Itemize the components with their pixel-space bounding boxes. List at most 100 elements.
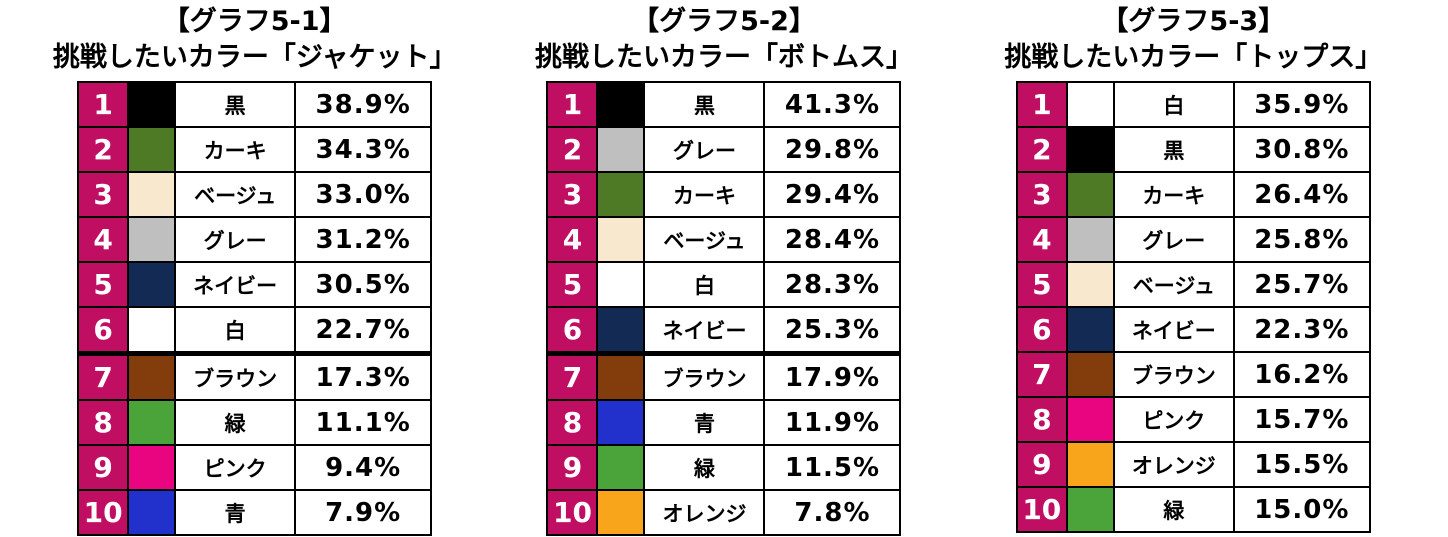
- chart-title-line2: 挑戦したいカラー「ボトムス」: [534, 41, 913, 73]
- percent-cell: 16.2%: [1232, 351, 1371, 399]
- chart-block-tops: 【グラフ5-3】 挑戦したいカラー「トップス」 1 白 35.9% 2 黒 30.8% 3 カー…: [959, 0, 1428, 536]
- color-name-cell: ベージュ: [643, 216, 766, 264]
- rank-cell: 10: [77, 489, 130, 537]
- rank-cell: 4: [77, 216, 130, 264]
- percent-cell: 7.9%: [294, 489, 433, 537]
- rank-cell: 1: [77, 81, 130, 129]
- percent-cell: 11.5%: [763, 444, 902, 492]
- chart-title-jacket: 【グラフ5-1】 挑戦したいカラー「ジャケット」: [53, 4, 457, 75]
- percent-cell: 17.3%: [294, 351, 433, 402]
- color-swatch-blue: [596, 399, 646, 447]
- color-name-cell: 白: [643, 261, 766, 309]
- chart-block-jacket: 【グラフ5-1】 挑戦したいカラー「ジャケット」 1 黒 38.9% 2 カーキ 34.3%…: [20, 0, 489, 537]
- color-name-cell: オレンジ: [1112, 441, 1235, 489]
- percent-cell: 31.2%: [294, 216, 433, 264]
- table-row: 5 白 28.3%: [546, 261, 902, 309]
- percent-cell: 30.5%: [294, 261, 433, 309]
- color-swatch-beige: [127, 171, 177, 219]
- percent-cell: 28.4%: [763, 216, 902, 264]
- rank-cell: 8: [546, 399, 599, 447]
- percent-cell: 11.9%: [763, 399, 902, 447]
- chart-title-bottoms: 【グラフ5-2】挑戦したいカラー「ボトムス」: [535, 4, 913, 75]
- color-name-cell: グレー: [1112, 216, 1235, 264]
- table-row: 1 白 35.9%: [1015, 81, 1371, 129]
- color-name-cell: 青: [174, 489, 297, 537]
- color-name-cell: ブラウン: [174, 351, 297, 402]
- color-name-cell: 緑: [1112, 486, 1235, 534]
- table-row: 1 黒 38.9%: [77, 81, 433, 129]
- rank-cell: 8: [77, 399, 130, 447]
- rank-cell: 3: [546, 171, 599, 219]
- rank-cell: 5: [1015, 261, 1068, 309]
- color-name-cell: 緑: [643, 444, 766, 492]
- color-name-cell: ネイビー: [174, 261, 297, 309]
- color-swatch-brown: [596, 351, 646, 402]
- percent-cell: 29.8%: [763, 126, 902, 174]
- table-row: 7 ブラウン 17.3%: [77, 351, 433, 402]
- rank-cell: 7: [546, 351, 599, 402]
- rank-table-bottoms: 1 黒 41.3% 2 グレー 29.8% 3 カーキ 29.4% 4 ベージュ 28.4% 5 白 28.…: [546, 81, 902, 537]
- percent-cell: 7.8%: [763, 489, 902, 537]
- color-name-cell: カーキ: [174, 126, 297, 174]
- rank-cell: 2: [1015, 126, 1068, 174]
- chart-title-tops: 【グラフ5-3】挑戦したいカラー「トップス」: [1004, 4, 1382, 75]
- percent-cell: 22.7%: [294, 306, 433, 355]
- table-row: 2 グレー 29.8%: [546, 126, 902, 174]
- rank-table-jacket: 1 黒 38.9% 2 カーキ 34.3% 3 ベージュ 33.0% 4 グレー 31.2% 5 ネイビー…: [77, 81, 433, 537]
- table-row: 9 緑 11.5%: [546, 444, 902, 492]
- table-row: 6 ネイビー 22.3%: [1015, 306, 1371, 354]
- rank-cell: 4: [1015, 216, 1068, 264]
- color-swatch-beige: [1065, 261, 1115, 309]
- table-row: 10 オレンジ 7.8%: [546, 489, 902, 537]
- table-row: 10 青 7.9%: [77, 489, 433, 537]
- percent-cell: 29.4%: [763, 171, 902, 219]
- rank-cell: 9: [1015, 441, 1068, 489]
- color-name-cell: オレンジ: [643, 489, 766, 537]
- color-swatch-gray: [596, 126, 646, 174]
- table-row: 7 ブラウン 17.9%: [546, 351, 902, 402]
- percent-cell: 26.4%: [1232, 171, 1371, 219]
- color-name-cell: カーキ: [1112, 171, 1235, 219]
- rank-cell: 2: [77, 126, 130, 174]
- rank-cell: 10: [1015, 486, 1068, 534]
- color-swatch-pink: [127, 444, 177, 492]
- table-row: 9 オレンジ 15.5%: [1015, 441, 1371, 489]
- table-row: 9 ピンク 9.4%: [77, 444, 433, 492]
- chart-title-line2: 挑戦したいカラー「トップス」: [1004, 41, 1383, 73]
- percent-cell: 38.9%: [294, 81, 433, 129]
- rank-cell: 6: [1015, 306, 1068, 354]
- chart-title-line1: 【グラフ5-2】: [632, 6, 816, 37]
- color-swatch-green: [127, 399, 177, 447]
- percent-cell: 34.3%: [294, 126, 433, 174]
- percent-cell: 15.0%: [1232, 486, 1371, 534]
- chart-title-line1: 【グラフ5-3】: [1101, 6, 1286, 37]
- rank-cell: 2: [546, 126, 599, 174]
- color-name-cell: ネイビー: [1112, 306, 1235, 354]
- percent-cell: 9.4%: [294, 444, 433, 492]
- percent-cell: 35.9%: [1232, 81, 1371, 129]
- color-swatch-gray: [127, 216, 177, 264]
- chart-title-line2: 挑戦したいカラー「ジャケット」: [52, 41, 457, 73]
- rank-cell: 1: [1015, 81, 1068, 129]
- chart-block-bottoms: 【グラフ5-2】 挑戦したいカラー「ボトムス」 1 黒 41.3% 2 グレー 29.8% 3…: [489, 0, 958, 537]
- color-swatch-khaki: [127, 126, 177, 174]
- percent-cell: 22.3%: [1232, 306, 1371, 354]
- table-row: 3 カーキ 26.4%: [1015, 171, 1371, 219]
- color-name-cell: ピンク: [1112, 396, 1235, 444]
- rank-cell: 5: [546, 261, 599, 309]
- table-row: 7 ブラウン 16.2%: [1015, 351, 1371, 399]
- table-row: 6 白 22.7%: [77, 306, 433, 355]
- color-name-cell: 白: [174, 306, 297, 355]
- color-swatch-black: [127, 81, 177, 129]
- color-swatch-navy: [127, 261, 177, 309]
- color-swatch-khaki: [596, 171, 646, 219]
- color-swatch-orange: [1065, 441, 1115, 489]
- rank-cell: 6: [77, 306, 130, 355]
- table-row: 2 カーキ 34.3%: [77, 126, 433, 174]
- percent-cell: 28.3%: [763, 261, 902, 309]
- rank-cell: 5: [77, 261, 130, 309]
- table-row: 6 ネイビー 25.3%: [546, 306, 902, 355]
- color-swatch-orange: [596, 489, 646, 537]
- table-row: 4 グレー 25.8%: [1015, 216, 1371, 264]
